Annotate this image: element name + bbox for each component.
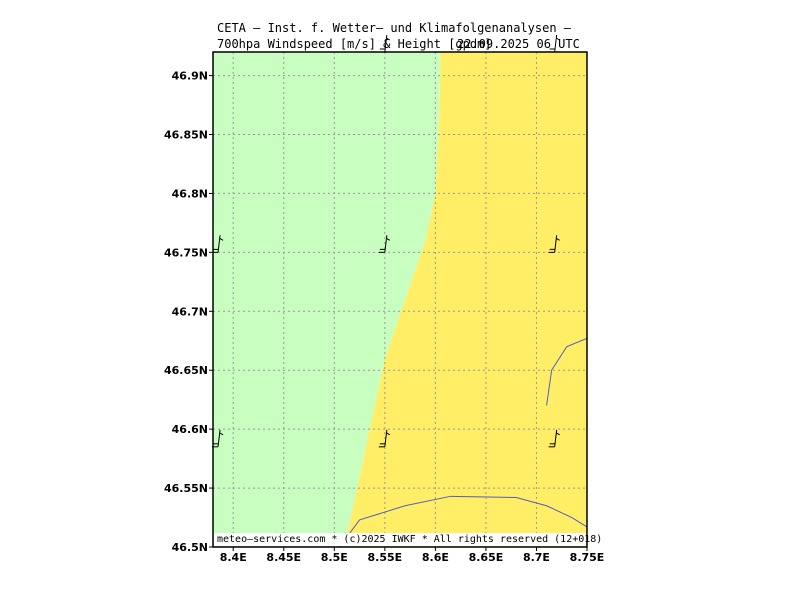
x-tick-label: 8.7E [523, 551, 550, 564]
x-tick-label: 8.45E [266, 551, 301, 564]
x-tick-label: 8.4E [220, 551, 247, 564]
y-tick-label: 46.6N [172, 423, 208, 436]
latitude-ticks: 46.5N 46.55N 46.6N 46.65N 46.7N 46.75N 46.8N 46… [164, 70, 213, 554]
border-line [546, 337, 587, 406]
border-line [338, 495, 587, 547]
x-tick-label: 8.65E [469, 551, 504, 564]
map-subtitle-variable: 700hpa Windspeed [m/s] & Height [gpdm] [217, 37, 492, 51]
y-tick-label: 46.55N [164, 482, 208, 495]
y-tick-label: 46.85N [164, 129, 208, 142]
x-tick-label: 8.55E [368, 551, 403, 564]
y-tick-label: 46.9N [172, 70, 208, 83]
y-tick-label: 46.65N [164, 364, 208, 377]
x-tick-label: 8.6E [422, 551, 449, 564]
wind-barb [212, 429, 224, 448]
yellow-wind-zone [344, 52, 587, 547]
y-tick-label: 46.7N [172, 305, 208, 318]
y-tick-label: 46.5N [172, 541, 208, 554]
wind-barb [378, 429, 391, 448]
y-tick-label: 46.75N [164, 246, 208, 259]
map-title: CETA – Inst. f. Wetter– und Klimafolgena… [217, 21, 572, 35]
wind-barb [548, 235, 560, 253]
x-tick-label: 8.75E [570, 551, 605, 564]
country-borders [338, 337, 587, 547]
credit-footer: meteo–services.com * (c)2025 IWKF * All … [214, 533, 602, 546]
wind-barb [378, 235, 391, 253]
wind-speed-zones [213, 52, 587, 547]
plot-frame [212, 51, 588, 548]
y-tick-label: 46.8N [172, 187, 208, 200]
x-tick-label: 8.5E [321, 551, 348, 564]
green-wind-zone [213, 52, 441, 547]
longitude-ticks: 8.4E 8.45E 8.5E 8.55E 8.6E 8.65E 8.7E 8.75E [220, 547, 605, 564]
map-subtitle-date: 22.09.2025 06 UTC [457, 37, 580, 51]
wind-barb [548, 429, 560, 448]
